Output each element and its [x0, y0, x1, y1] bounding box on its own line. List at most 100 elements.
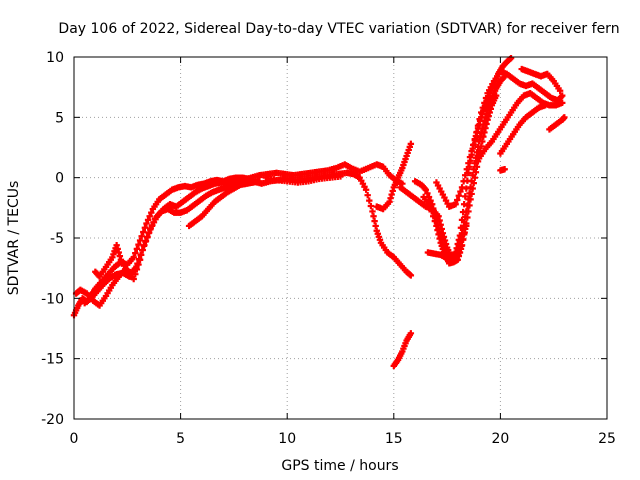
- data-point: [452, 201, 459, 208]
- data-point: [140, 228, 147, 236]
- data-point: [143, 220, 150, 227]
- x-tick-label: 20: [491, 431, 509, 447]
- data-series: [390, 330, 415, 370]
- data-point: [133, 266, 141, 273]
- data-point: [142, 238, 149, 245]
- data-series: [373, 140, 415, 213]
- data-point: [460, 178, 467, 185]
- y-tick-label: -10: [41, 291, 64, 307]
- data-point: [428, 208, 435, 215]
- data-point: [141, 224, 149, 231]
- y-tick-label: 0: [55, 171, 64, 187]
- data-series: [262, 173, 344, 186]
- data-point: [458, 184, 466, 191]
- data-point: [150, 219, 157, 226]
- data-point: [457, 188, 464, 195]
- grid: [74, 57, 607, 419]
- x-tick-label: 0: [70, 431, 79, 447]
- data-point: [143, 234, 151, 241]
- data-point: [147, 226, 154, 233]
- data-point: [482, 94, 490, 102]
- data-series: [249, 169, 415, 279]
- data-point: [135, 261, 142, 268]
- data-point: [473, 129, 480, 136]
- data-point: [407, 330, 415, 337]
- chart-title: Day 106 of 2022, Sidereal Day-to-day VTE…: [58, 21, 619, 37]
- data-point: [474, 122, 482, 129]
- data-point: [424, 190, 431, 197]
- data-point: [138, 232, 145, 240]
- data-point: [473, 163, 481, 171]
- data-point: [471, 174, 479, 181]
- data-point: [135, 241, 142, 248]
- data-point: [140, 242, 148, 250]
- data-point: [464, 214, 471, 221]
- data-series: [497, 102, 549, 157]
- data-point: [470, 179, 477, 187]
- data-point: [468, 190, 475, 198]
- data-series: [92, 242, 144, 283]
- data-point: [479, 104, 487, 111]
- data-point: [476, 115, 483, 123]
- data-point: [465, 208, 472, 215]
- data-point: [133, 245, 141, 253]
- data-point: [507, 55, 515, 62]
- data-point: [463, 222, 470, 230]
- data-point: [130, 254, 137, 261]
- data-point: [407, 272, 415, 279]
- y-tick-label: 5: [55, 110, 64, 126]
- data-series: [433, 68, 566, 210]
- data-point: [148, 222, 156, 230]
- data-point: [456, 249, 464, 256]
- data-point: [146, 213, 153, 220]
- data-point: [367, 202, 375, 210]
- data-point: [478, 109, 485, 116]
- data-point: [459, 236, 467, 243]
- y-tick-label: 10: [46, 50, 64, 66]
- data-point: [139, 246, 146, 254]
- data-point: [471, 135, 479, 143]
- data-series: [546, 114, 568, 133]
- data-point: [463, 185, 470, 192]
- data-point: [466, 202, 473, 209]
- data-point: [559, 99, 566, 107]
- x-tick-label: 5: [176, 431, 185, 447]
- data-point: [462, 172, 469, 179]
- data-point: [463, 166, 471, 173]
- data-point: [481, 99, 488, 107]
- y-tick-label: -5: [50, 231, 64, 247]
- data-point: [136, 237, 144, 244]
- data-point: [366, 197, 373, 204]
- data-point: [466, 153, 474, 161]
- y-tick-label: -20: [41, 412, 64, 428]
- data-point: [461, 229, 468, 236]
- data-point: [468, 147, 475, 155]
- data-point: [465, 159, 472, 167]
- data-series: [475, 90, 566, 162]
- y-tick-label: -15: [41, 352, 64, 368]
- data-point: [407, 140, 415, 148]
- data-point: [454, 196, 461, 204]
- data-point: [132, 271, 139, 278]
- data-point: [541, 102, 549, 109]
- data-point: [132, 249, 139, 257]
- data-point: [470, 141, 477, 149]
- x-tick-label: 15: [385, 431, 403, 447]
- data-series: [497, 166, 508, 174]
- plot-border: [73, 56, 608, 420]
- data-point: [148, 209, 155, 216]
- data-series: [424, 222, 470, 265]
- data-points: [70, 55, 568, 370]
- data-point: [559, 92, 566, 99]
- data-series: [518, 65, 564, 94]
- data-point: [561, 114, 568, 121]
- data-point: [144, 216, 152, 224]
- data-point: [458, 242, 465, 250]
- axis-ticks: 0 5 10 15 20 25 -20 -15 -10 -5 0 5 10: [41, 50, 616, 447]
- data-point: [364, 191, 371, 199]
- data-point: [136, 256, 144, 263]
- data-point: [362, 186, 370, 193]
- data-point: [501, 166, 508, 173]
- data-point: [426, 203, 434, 210]
